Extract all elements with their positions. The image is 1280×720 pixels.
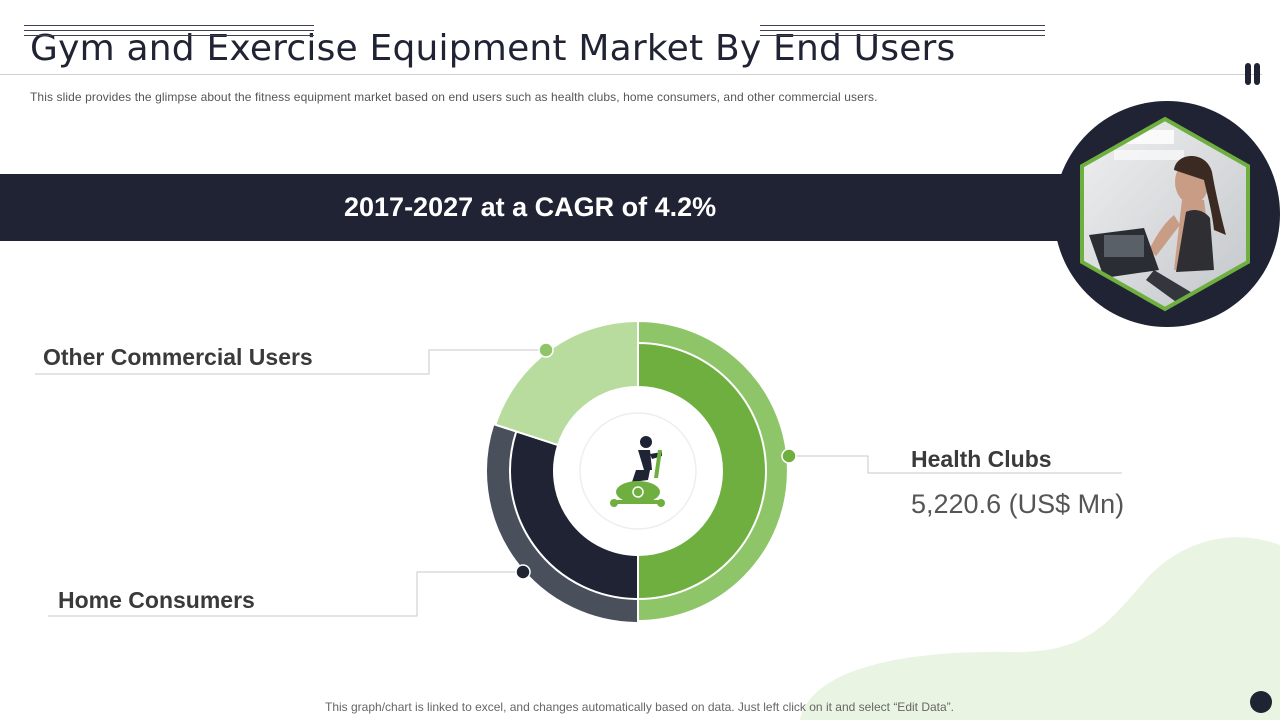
banner-lines-right [760, 25, 1045, 43]
corner-dot [1250, 691, 1272, 713]
exercise-bike-icon [610, 436, 665, 507]
cagr-banner [0, 174, 1090, 241]
label-health-clubs: Health Clubs [911, 446, 1052, 472]
home-consumers-connector [48, 571, 523, 617]
home-consumers-marker [515, 564, 531, 580]
health-clubs-marker [781, 448, 797, 464]
other-commercial-connector [35, 349, 546, 375]
athlete-photo [1054, 101, 1280, 327]
health-clubs-connector [790, 455, 1122, 474]
title-divider [0, 74, 1262, 75]
pause-icon [1245, 63, 1261, 85]
page-title: Gym and Exercise Equipment Market By End… [30, 28, 956, 69]
health-clubs-value: 5,220.6 (US$ Mn) [911, 489, 1125, 519]
banner-lines-left [24, 25, 314, 43]
cagr-banner-text: 2017-2027 at a CAGR of 4.2% [344, 192, 717, 222]
chart-footnote: This graph/chart is linked to excel, and… [325, 700, 954, 714]
donut-center-ring [579, 412, 697, 530]
slide-subtitle: This slide provides the glimpse about th… [30, 90, 878, 104]
label-home-consumers: Home Consumers [58, 587, 255, 613]
label-other-commercial-users: Other Commercial Users [43, 344, 313, 370]
other-commercial-marker [538, 342, 554, 358]
slice-health-clubs [637, 341, 767, 601]
